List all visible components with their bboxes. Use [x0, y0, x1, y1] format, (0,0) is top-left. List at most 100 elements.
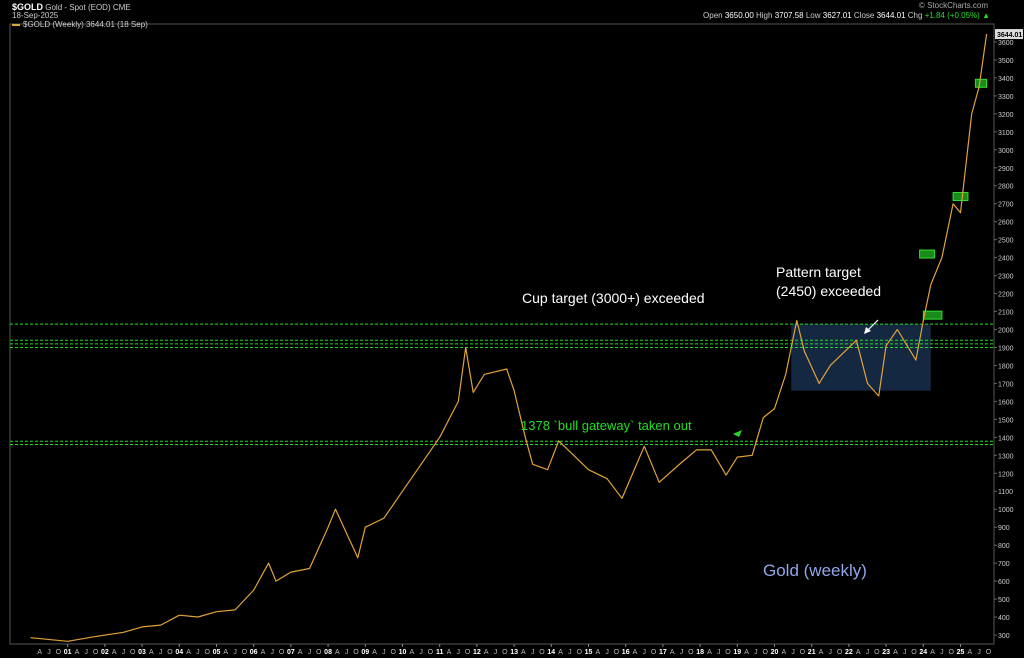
stockcharts-logo: © StockCharts.com [918, 1, 988, 10]
x-month-label: A [149, 649, 154, 656]
chg-label: Chg [907, 11, 923, 20]
x-month-label: J [977, 649, 981, 656]
pattern-target-annotation-line2: (2450) exceeded [776, 283, 882, 299]
cup-target-annotation: Cup target (3000+) exceeded [522, 290, 705, 306]
x-month-label: O [316, 649, 322, 656]
x-month-label: A [893, 649, 898, 656]
y-tick-label: 1300 [998, 453, 1014, 460]
y-tick-label: 3600 [998, 40, 1014, 47]
x-month-label: O [725, 649, 731, 656]
x-year-label: 09 [361, 649, 369, 656]
x-year-label: 04 [175, 649, 183, 656]
open-label: Open [703, 11, 723, 20]
x-month-label: O [428, 649, 434, 656]
x-month-label: O [800, 649, 806, 656]
y-tick-label: 800 [998, 543, 1010, 550]
symbol-label: $GOLD [12, 2, 44, 12]
x-month-label: A [521, 649, 526, 656]
y-tick-label: 300 [998, 633, 1010, 640]
y-tick-label: 1200 [998, 471, 1014, 478]
x-month-label: J [85, 649, 89, 656]
y-tick-label: 2200 [998, 292, 1014, 299]
pattern-arrow-icon [867, 319, 879, 331]
pattern-arrowhead-icon [864, 327, 871, 334]
x-year-label: 02 [101, 649, 109, 656]
bull-gateway-annotation: 1378 `bull gateway` taken out [521, 418, 692, 433]
x-month-label: A [409, 649, 414, 656]
instrument-name: Gold - Spot (EOD) [45, 3, 111, 12]
y-tick-label: 2000 [998, 328, 1014, 335]
gateway-arrowhead-icon [733, 430, 742, 437]
x-year-label: 18 [696, 649, 704, 656]
x-month-label: J [457, 649, 461, 656]
x-month-label: O [614, 649, 620, 656]
y-tick-label: 900 [998, 525, 1010, 532]
x-month-label: J [382, 649, 386, 656]
pattern-target-annotation-line1: Pattern target [776, 264, 861, 280]
x-month-label: J [940, 649, 944, 656]
x-month-label: A [223, 649, 228, 656]
x-year-label: 03 [138, 649, 146, 656]
x-year-label: 23 [882, 649, 890, 656]
x-month-label: J [754, 649, 758, 656]
low-value: 3627.01 [822, 11, 852, 20]
x-month-label: O [539, 649, 545, 656]
x-month-label: O [56, 649, 62, 656]
x-month-label: O [93, 649, 99, 656]
y-tick-label: 2700 [998, 202, 1014, 209]
x-month-label: A [112, 649, 117, 656]
x-month-label: A [37, 649, 42, 656]
y-tick-label: 3500 [998, 58, 1014, 65]
y-tick-label: 1500 [998, 417, 1014, 424]
x-month-label: A [298, 649, 303, 656]
x-year-label: 15 [585, 649, 593, 656]
x-month-label: A [930, 649, 935, 656]
x-month-label: O [279, 649, 285, 656]
x-month-label: J [494, 649, 498, 656]
series-swatch [12, 23, 20, 26]
breakout-marker [922, 310, 943, 320]
x-year-label: 20 [771, 649, 779, 656]
x-month-label: J [791, 649, 795, 656]
x-month-label: A [75, 649, 80, 656]
x-month-label: A [670, 649, 675, 656]
high-value: 3707.58 [774, 11, 804, 20]
y-tick-label: 2900 [998, 166, 1014, 173]
x-month-label: A [707, 649, 712, 656]
x-year-label: 01 [64, 649, 72, 656]
y-tick-label: 3400 [998, 76, 1014, 83]
x-month-label: J [47, 649, 51, 656]
x-month-label: J [531, 649, 535, 656]
x-year-label: 08 [324, 649, 332, 656]
x-year-label: 11 [436, 649, 444, 656]
x-month-label: J [717, 649, 721, 656]
high-label: High [756, 11, 773, 20]
x-month-label: J [903, 649, 907, 656]
y-tick-label: 3100 [998, 130, 1014, 137]
y-tick-label: 1000 [998, 507, 1014, 514]
last-price-tag [995, 29, 1023, 40]
chg-value: +1.84 (+0.05%) [924, 11, 980, 20]
x-year-label: 05 [213, 649, 221, 656]
x-year-label: 16 [622, 649, 630, 656]
y-tick-label: 2300 [998, 274, 1014, 281]
x-month-label: A [633, 649, 638, 656]
y-tick-label: 1900 [998, 345, 1014, 352]
x-year-label: 19 [733, 649, 741, 656]
x-year-label: 07 [287, 649, 295, 656]
x-year-label: 14 [547, 649, 555, 656]
x-month-label: O [204, 649, 210, 656]
x-month-label: O [353, 649, 359, 656]
x-year-label: 06 [250, 649, 258, 656]
y-tick-label: 1800 [998, 363, 1014, 370]
x-month-label: O [242, 649, 248, 656]
y-tick-label: 2100 [998, 310, 1014, 317]
x-year-label: 17 [659, 649, 667, 656]
y-tick-label: 3200 [998, 112, 1014, 119]
y-tick-label: 3300 [998, 94, 1014, 101]
x-month-label: A [856, 649, 861, 656]
x-month-label: J [680, 649, 684, 656]
chart-header-title: $GOLD Gold - Spot (EOD) CME [12, 2, 131, 12]
x-month-label: A [781, 649, 786, 656]
